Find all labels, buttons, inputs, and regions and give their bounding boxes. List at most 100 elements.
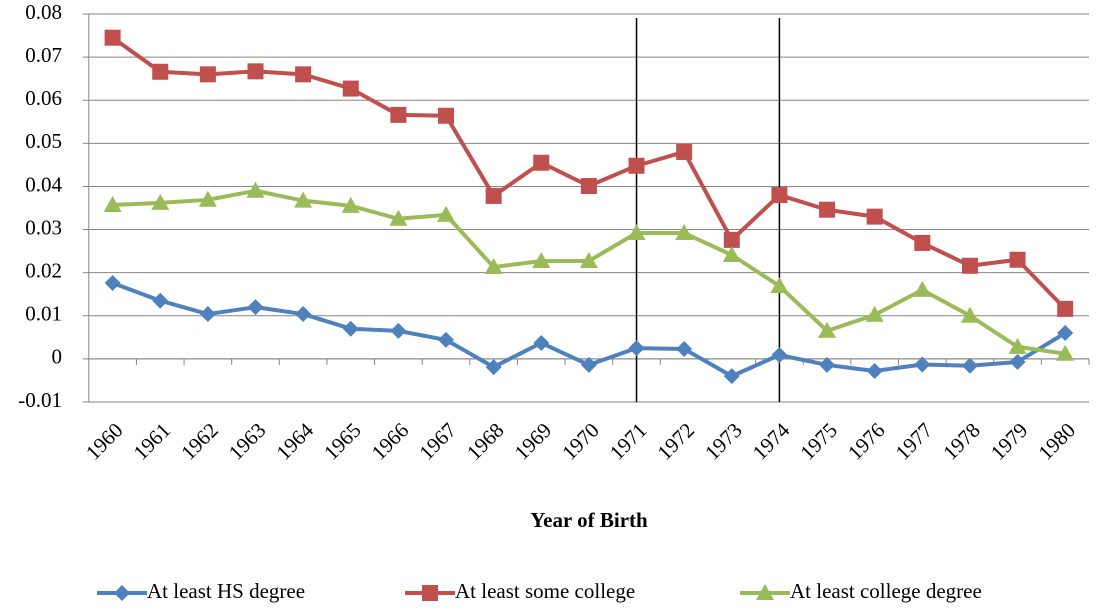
marker — [437, 205, 456, 222]
x-tick-label: 1965 — [319, 418, 366, 465]
x-tick-label: 1976 — [843, 418, 890, 465]
marker — [114, 585, 130, 601]
marker — [627, 224, 646, 241]
marker — [533, 334, 550, 351]
x-tick-label: 1962 — [176, 418, 223, 465]
marker — [1057, 300, 1074, 317]
x-axis-label: Year of Birth — [530, 508, 648, 532]
x-tick-label: 1969 — [510, 418, 557, 465]
y-tick-label: 0 — [52, 345, 63, 369]
x-tick-label: 1980 — [1033, 418, 1080, 465]
marker — [532, 252, 551, 269]
y-tick-label: 0.02 — [25, 258, 62, 282]
marker — [389, 209, 408, 226]
x-tick-label: 1963 — [224, 418, 271, 465]
marker — [152, 63, 169, 80]
y-tick-label: 0.05 — [25, 129, 62, 153]
y-tick-label: 0.04 — [25, 172, 62, 196]
marker — [1057, 325, 1074, 342]
y-tick-label: 0.03 — [25, 215, 62, 239]
marker — [756, 584, 774, 600]
marker — [199, 306, 216, 323]
y-tick-label: 0.08 — [25, 0, 62, 24]
x-tick-label: 1971 — [605, 418, 652, 465]
marker — [104, 275, 121, 292]
legend-label: At least college degree — [790, 579, 982, 603]
marker — [628, 157, 645, 174]
marker — [913, 280, 932, 297]
marker — [675, 224, 694, 241]
marker — [342, 80, 359, 97]
marker — [438, 331, 455, 348]
x-tick-label: 1977 — [891, 418, 938, 465]
marker — [104, 29, 121, 46]
marker — [770, 277, 789, 294]
marker — [485, 359, 502, 376]
x-tick-label: 1970 — [557, 418, 604, 465]
x-tick-label: 1967 — [414, 418, 461, 465]
marker — [723, 368, 740, 385]
marker — [1056, 344, 1075, 361]
marker — [295, 66, 312, 83]
legend-label: At least some college — [455, 579, 635, 603]
y-tick-label: 0.01 — [25, 302, 62, 326]
marker — [580, 356, 597, 373]
legend-label: At least HS degree — [147, 579, 305, 603]
marker — [199, 66, 216, 83]
marker — [151, 193, 170, 210]
marker — [865, 305, 884, 322]
x-tick-label: 1975 — [795, 418, 842, 465]
marker — [818, 321, 837, 338]
marker — [294, 191, 313, 208]
marker — [1009, 353, 1026, 370]
marker — [485, 187, 502, 204]
marker — [198, 190, 217, 207]
x-tick-label: 1966 — [367, 418, 414, 465]
x-tick-label: 1964 — [271, 418, 318, 465]
marker — [914, 356, 931, 373]
y-tick-label: 0.07 — [25, 43, 62, 67]
marker — [247, 63, 264, 80]
marker — [771, 187, 788, 204]
marker — [580, 178, 597, 195]
x-tick-label: 1973 — [700, 418, 747, 465]
marker — [341, 196, 360, 213]
marker — [247, 299, 264, 316]
x-tick-label: 1968 — [462, 418, 509, 465]
marker — [342, 320, 359, 337]
marker — [961, 257, 978, 274]
marker — [1008, 337, 1027, 354]
y-tick-label: -0.01 — [18, 388, 62, 412]
x-tick-label: 1961 — [129, 418, 176, 465]
marker — [819, 356, 836, 373]
marker — [390, 106, 407, 123]
marker — [422, 585, 438, 601]
marker — [866, 362, 883, 379]
marker — [295, 306, 312, 323]
x-tick-label: 1960 — [81, 418, 128, 465]
marker — [579, 252, 598, 269]
marker — [723, 231, 740, 248]
marker — [771, 347, 788, 364]
marker — [961, 357, 978, 374]
x-tick-label: 1979 — [986, 418, 1033, 465]
marker — [914, 234, 931, 251]
marker — [152, 292, 169, 309]
marker — [438, 107, 455, 124]
marker — [628, 340, 645, 357]
marker — [1009, 251, 1026, 268]
marker — [103, 195, 122, 212]
marker — [484, 258, 503, 275]
marker — [960, 306, 979, 323]
marker — [246, 181, 265, 198]
marker — [533, 154, 550, 171]
marker — [866, 208, 883, 225]
marker — [676, 340, 693, 357]
marker — [390, 322, 407, 339]
marker — [676, 143, 693, 160]
marker — [819, 201, 836, 218]
x-tick-label: 1978 — [938, 418, 985, 465]
y-tick-label: 0.06 — [25, 86, 62, 110]
